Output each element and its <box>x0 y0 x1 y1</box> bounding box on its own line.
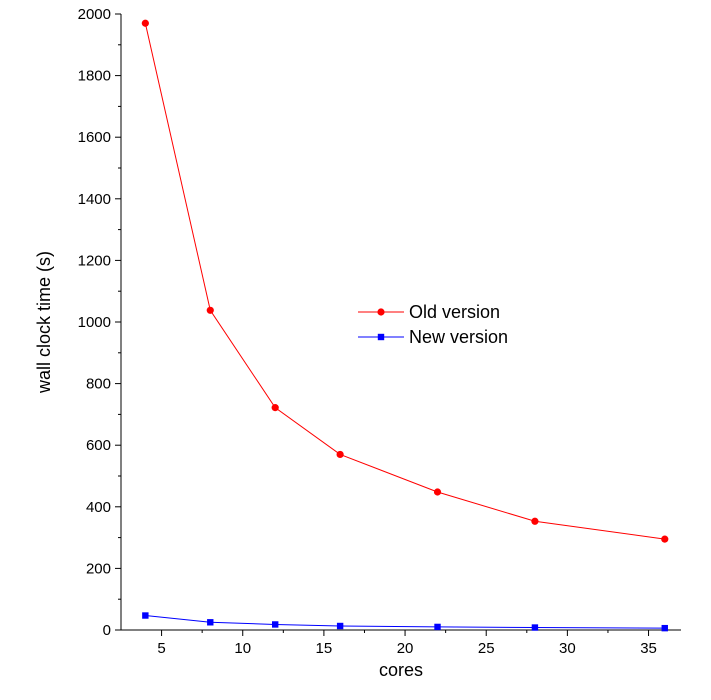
legend-marker <box>377 333 385 341</box>
data-point <box>142 612 149 619</box>
legend-item: Old version <box>358 302 500 322</box>
axes: 5 10 15 20 25 30 35 0 200 400 600 800 1000 1200 1400 16… <box>78 6 681 657</box>
x-tick-label: 35 <box>640 640 657 657</box>
data-point <box>661 535 669 543</box>
legend: Old version New version <box>358 302 508 347</box>
series-old-version <box>141 19 669 543</box>
y-tick-label: 800 <box>86 376 111 393</box>
x-tick-label: 15 <box>316 640 333 657</box>
y-axis-title: wall clock time (s) <box>34 251 54 394</box>
x-tick-label: 20 <box>397 640 414 657</box>
series-new-version <box>142 612 668 632</box>
y-tick-label: 1200 <box>78 252 111 269</box>
series-line <box>144 23 665 540</box>
y-tick-label: 400 <box>86 499 111 516</box>
x-tick-label: 10 <box>234 640 251 657</box>
data-point <box>336 450 344 459</box>
y-tick-label: 1400 <box>78 191 111 208</box>
legend-marker <box>377 308 385 316</box>
data-point <box>661 624 668 632</box>
y-tick-label: 200 <box>86 560 111 577</box>
data-point <box>531 624 539 631</box>
y-tick-label: 1000 <box>78 314 111 331</box>
legend-label: Old version <box>409 302 500 322</box>
y-tick-label: 0 <box>103 622 111 639</box>
x-tick-label: 5 <box>157 640 165 657</box>
data-point <box>271 404 279 412</box>
x-tick-label: 30 <box>559 640 576 657</box>
legend-item: New version <box>358 327 508 347</box>
x-axis-title: cores <box>379 660 423 680</box>
data-point <box>434 623 441 631</box>
y-tick-label: 1800 <box>78 68 111 85</box>
series-layer <box>141 19 669 632</box>
y-tick-label: 1600 <box>78 129 111 146</box>
series-line <box>145 615 665 629</box>
y-tick-label: 2000 <box>78 6 111 23</box>
data-point <box>207 619 214 626</box>
legend-label: New version <box>409 327 508 347</box>
data-point <box>433 488 442 496</box>
data-point <box>141 19 149 27</box>
data-point <box>531 517 539 525</box>
x-tick-label: 25 <box>478 640 495 657</box>
data-point <box>206 306 214 314</box>
data-point <box>336 622 344 630</box>
y-tick-label: 600 <box>86 437 111 454</box>
data-point <box>272 621 279 628</box>
